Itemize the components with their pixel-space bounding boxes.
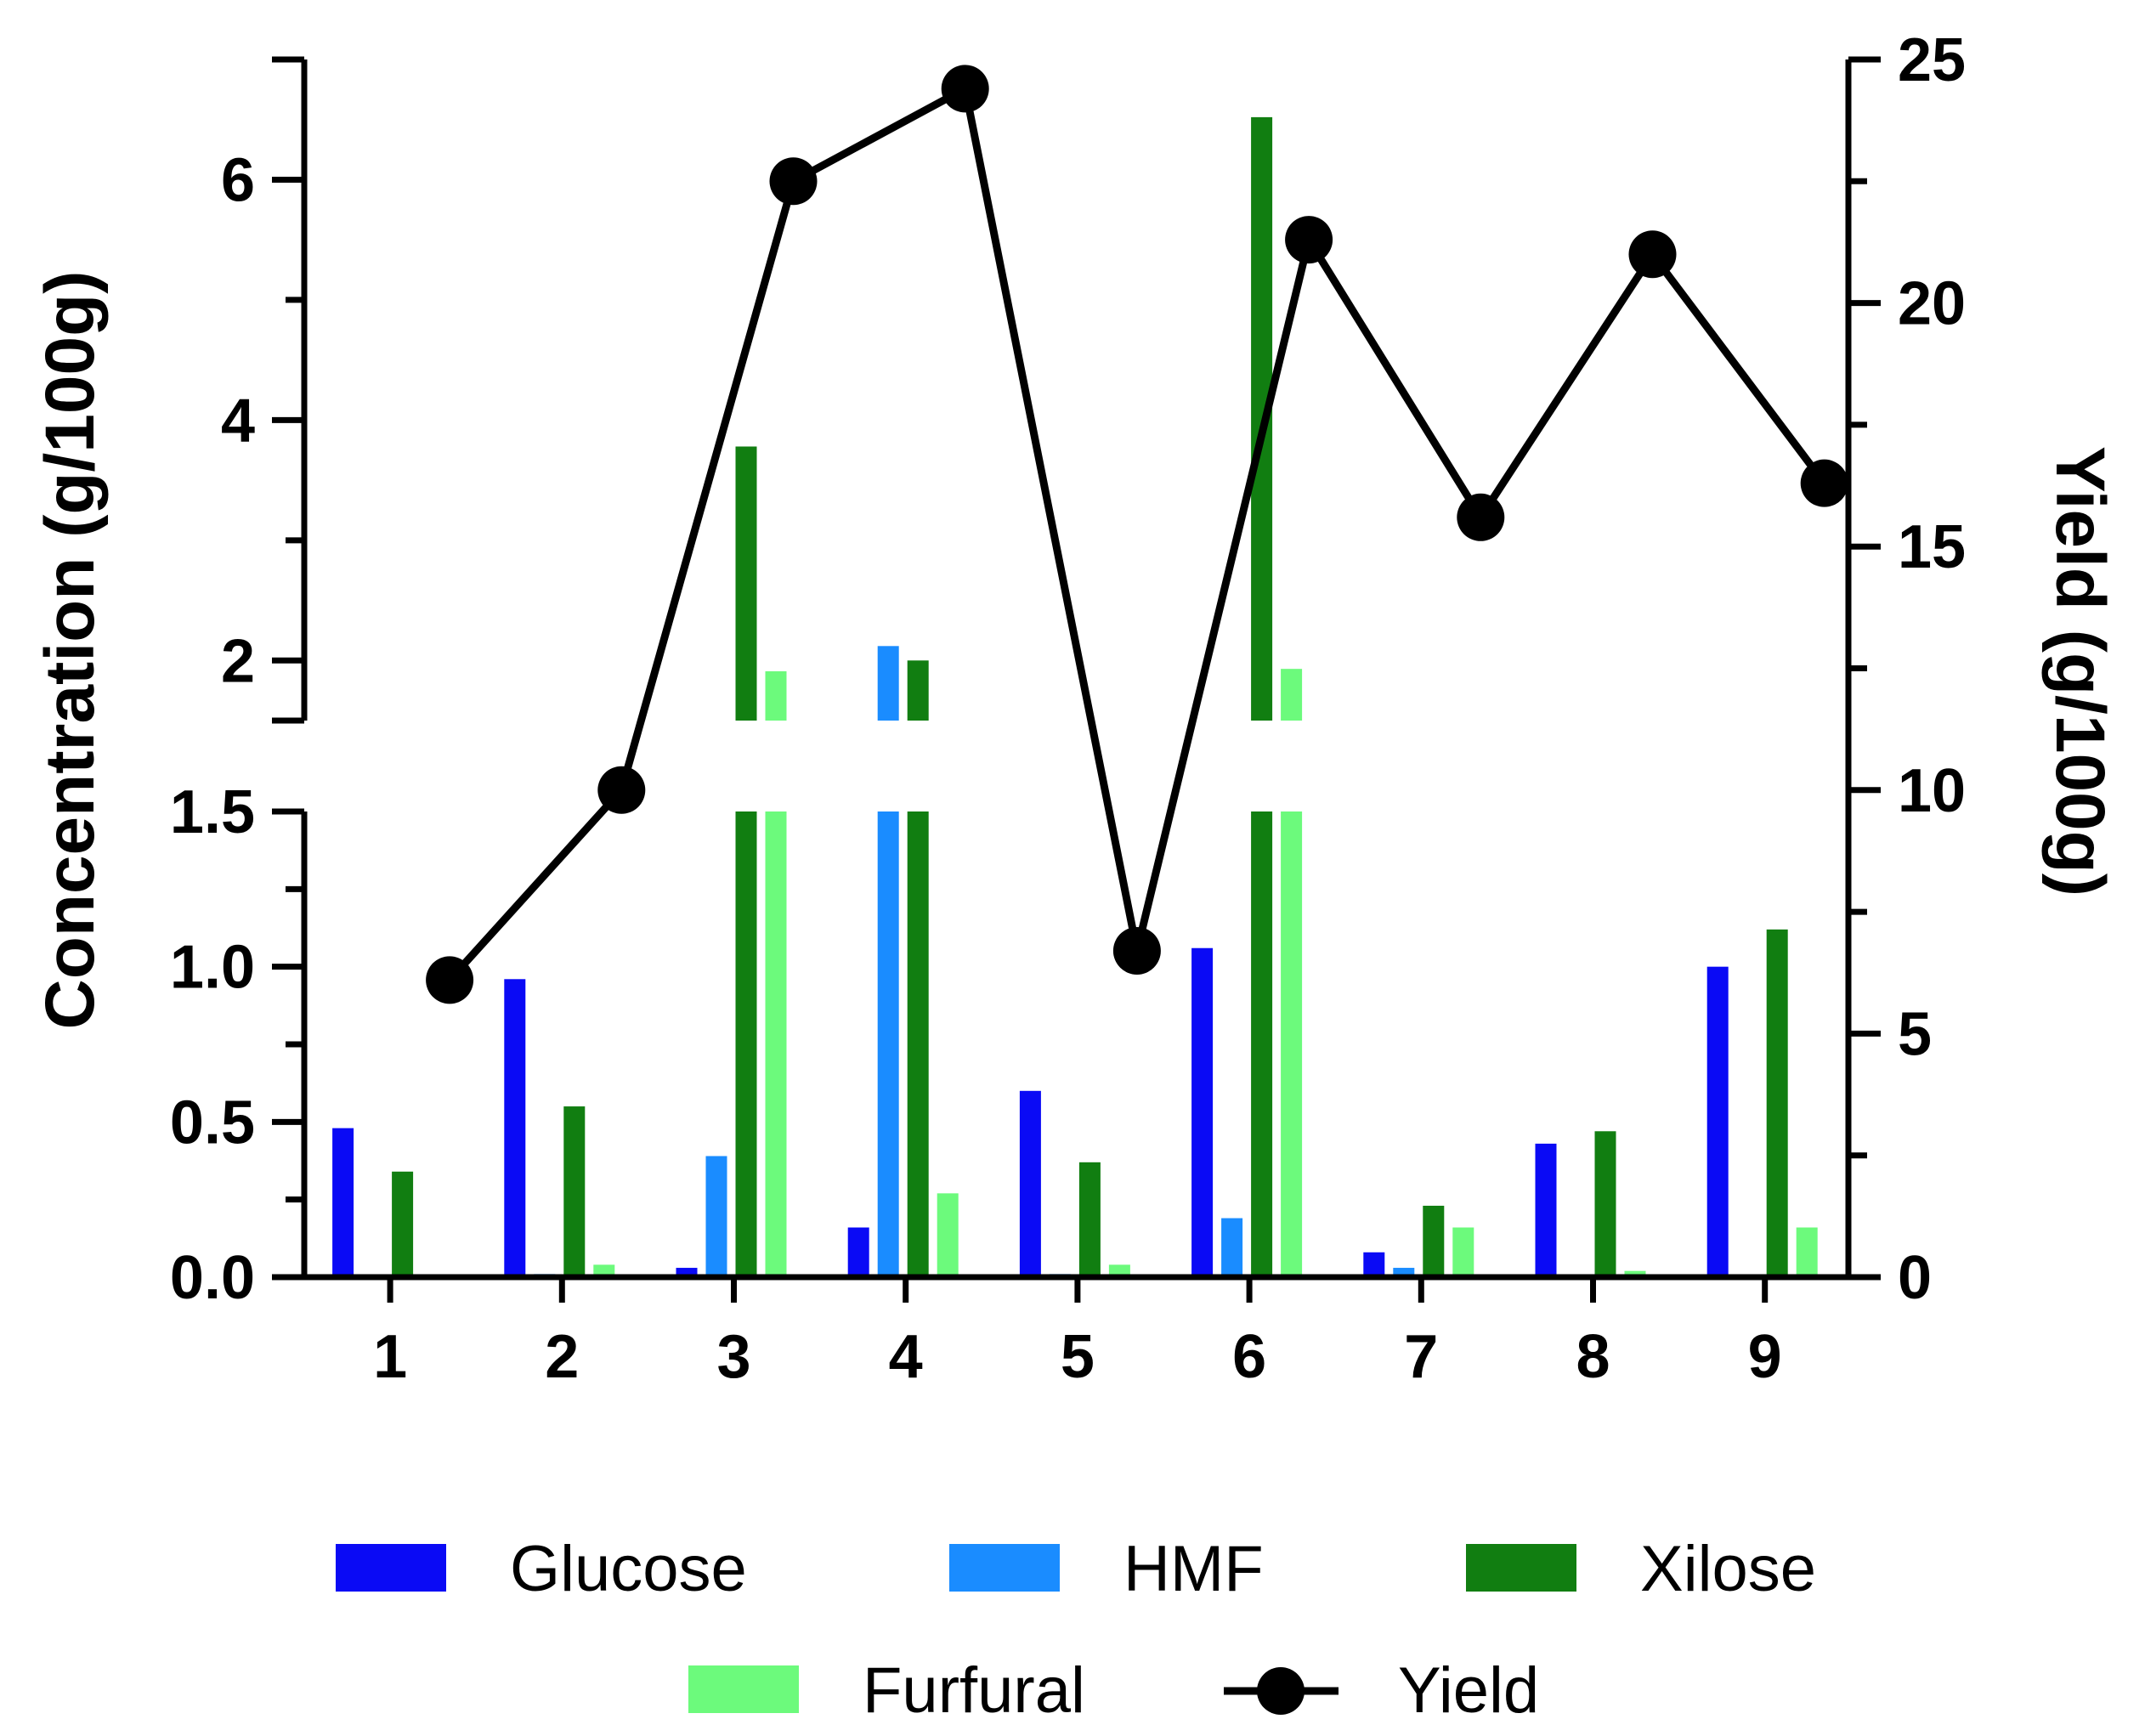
furfural-bar-3-lower [765, 811, 787, 1277]
legend: Glucose HMF Xilose Furfural Yield [336, 1533, 1816, 1727]
legend-swatch-furfural [688, 1665, 799, 1713]
yield-point-7 [1457, 493, 1505, 541]
xilose-bar-6-lower [1251, 811, 1273, 1277]
axes-layer: 0.0 0.5 1.0 1.5 2 4 6 1 2 3 4 5 6 7 8 9 0 5 10 15 20 25 [170, 26, 1966, 1391]
yield-point-2 [597, 766, 646, 814]
yield-point-9 [1800, 459, 1848, 507]
furfural-bar-4 [937, 1193, 959, 1277]
furfural-bar-8 [1624, 1270, 1646, 1277]
xilose-bar-2 [563, 1106, 586, 1277]
legend-swatch-glucose [336, 1544, 446, 1592]
left-lower-tick-label: 1.5 [170, 778, 255, 846]
glucose-bar-3 [676, 1268, 698, 1277]
left-upper-tick-label: 4 [221, 387, 255, 455]
yield-point-1 [426, 956, 474, 1004]
right-tick-label: 10 [1898, 757, 1966, 825]
right-tick-label: 20 [1898, 270, 1966, 338]
glucose-bar-9 [1706, 966, 1729, 1277]
x-tick-label: 6 [1232, 1323, 1266, 1391]
yield-point-4 [941, 65, 989, 113]
left-lower-tick-label: 1.0 [170, 934, 255, 1002]
xilose-bar-4-upper [907, 660, 929, 721]
right-tick-label: 15 [1898, 513, 1966, 581]
furfural-bar-6-upper [1281, 669, 1303, 721]
legend-label-xilose: Xilose [1640, 1533, 1816, 1605]
furfural-bar-6-lower [1281, 811, 1303, 1277]
right-tick-label: 25 [1898, 26, 1966, 94]
yield-point-3 [769, 157, 818, 206]
left-axis-title: Concentration (g/100g) [31, 271, 109, 1030]
glucose-bar-6 [1191, 947, 1214, 1277]
legend-label-glucose: Glucose [510, 1533, 747, 1605]
xilose-bar-8 [1594, 1131, 1616, 1277]
hmf-bar-7 [1393, 1268, 1415, 1277]
right-axis-title: Yield (g/100g) [2041, 446, 2119, 896]
yield-point-6 [1285, 216, 1333, 264]
bar-layer [332, 116, 1818, 1277]
glucose-bar-5 [1019, 1090, 1041, 1277]
glucose-bar-8 [1535, 1143, 1557, 1277]
legend-label-hmf: HMF [1123, 1533, 1264, 1605]
glucose-bar-2 [504, 979, 526, 1277]
furfural-bar-3-upper [765, 671, 787, 721]
right-tick-label: 0 [1898, 1244, 1932, 1312]
furfural-bar-7 [1452, 1227, 1474, 1277]
furfural-bar-9 [1796, 1227, 1818, 1277]
legend-swatch-yield-marker [1257, 1667, 1305, 1715]
yield-series-line [446, 82, 1828, 983]
right-tick-label: 5 [1898, 1000, 1932, 1068]
glucose-bar-7 [1363, 1252, 1385, 1277]
furfural-bar-5 [1108, 1264, 1130, 1277]
glucose-bar-1 [332, 1128, 354, 1277]
left-upper-tick-label: 2 [221, 627, 255, 695]
hmf-bar-3 [705, 1156, 727, 1277]
left-upper-tick-label: 6 [221, 146, 255, 214]
xilose-bar-7 [1423, 1205, 1445, 1277]
x-tick-label: 9 [1748, 1323, 1782, 1391]
xilose-bar-9 [1766, 929, 1788, 1277]
x-tick-label: 5 [1061, 1323, 1095, 1391]
x-tick-label: 4 [889, 1323, 923, 1391]
x-tick-label: 7 [1404, 1323, 1438, 1391]
legend-swatch-hmf [949, 1544, 1060, 1592]
legend-label-yield: Yield [1398, 1654, 1539, 1727]
xilose-bar-5 [1078, 1162, 1101, 1277]
yield-point-8 [1628, 230, 1677, 279]
x-tick-label: 2 [545, 1323, 579, 1391]
x-tick-label: 8 [1576, 1323, 1610, 1391]
xilose-bar-3-lower [735, 811, 757, 1277]
glucose-bar-4 [847, 1227, 869, 1277]
legend-swatch-xilose [1466, 1544, 1576, 1592]
xilose-bar-3-upper [735, 446, 757, 721]
xilose-bar-4-lower [907, 811, 929, 1277]
xilose-bar-1 [392, 1171, 414, 1277]
furfural-bar-2 [593, 1264, 615, 1277]
legend-label-furfural: Furfural [863, 1654, 1085, 1727]
yield-line-layer [426, 65, 1848, 1004]
left-lower-tick-label: 0.5 [170, 1089, 255, 1156]
hmf-bar-4-upper [877, 646, 899, 721]
yield-point-5 [1112, 926, 1161, 975]
hmf-bar-4-lower [877, 811, 899, 1277]
left-lower-tick-label: 0.0 [170, 1244, 255, 1312]
x-tick-label: 1 [373, 1323, 407, 1391]
hmf-bar-6 [1221, 1218, 1243, 1277]
x-tick-label: 3 [716, 1323, 750, 1391]
